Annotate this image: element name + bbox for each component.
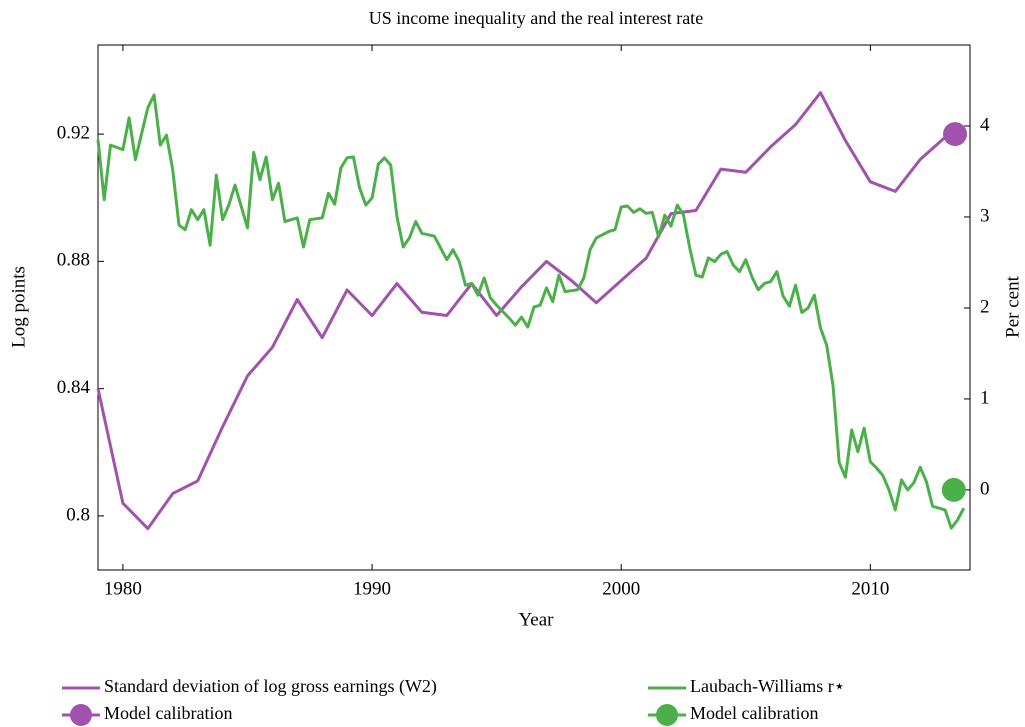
y2-tick-label: 2 (980, 296, 990, 317)
legend-label: Model calibration (690, 703, 818, 723)
legend-marker (656, 704, 678, 726)
y2-tick-label: 0 (980, 478, 990, 499)
y2-axis-label: Per cent (1002, 275, 1023, 337)
legend-label: Standard deviation of log gross earnings… (104, 676, 437, 697)
y-axis-label: Log points (8, 266, 29, 348)
x-tick-label: 1990 (353, 578, 391, 599)
y2-tick-label: 4 (980, 114, 990, 135)
x-tick-label: 2010 (851, 578, 889, 599)
chart-title: US income inequality and the real intere… (369, 8, 703, 28)
legend-label: Model calibration (104, 703, 232, 723)
calibration-point (943, 122, 968, 147)
calibration-point (941, 477, 966, 502)
legend-marker (70, 704, 92, 726)
y-tick-label: 0.8 (66, 504, 90, 525)
series-line (96, 93, 966, 530)
x-tick-label: 2000 (602, 578, 640, 599)
y2-tick-label: 1 (980, 387, 990, 408)
y2-tick-label: 3 (980, 205, 990, 226)
x-tick-label: 1980 (104, 578, 142, 599)
series-line (96, 91, 947, 531)
x-axis-label: Year (518, 609, 554, 630)
y-tick-label: 0.84 (57, 377, 91, 398)
y-tick-label: 0.92 (57, 122, 90, 143)
legend-label: Laubach-Williams r⋆ (690, 676, 845, 696)
y-tick-label: 0.88 (57, 250, 90, 271)
